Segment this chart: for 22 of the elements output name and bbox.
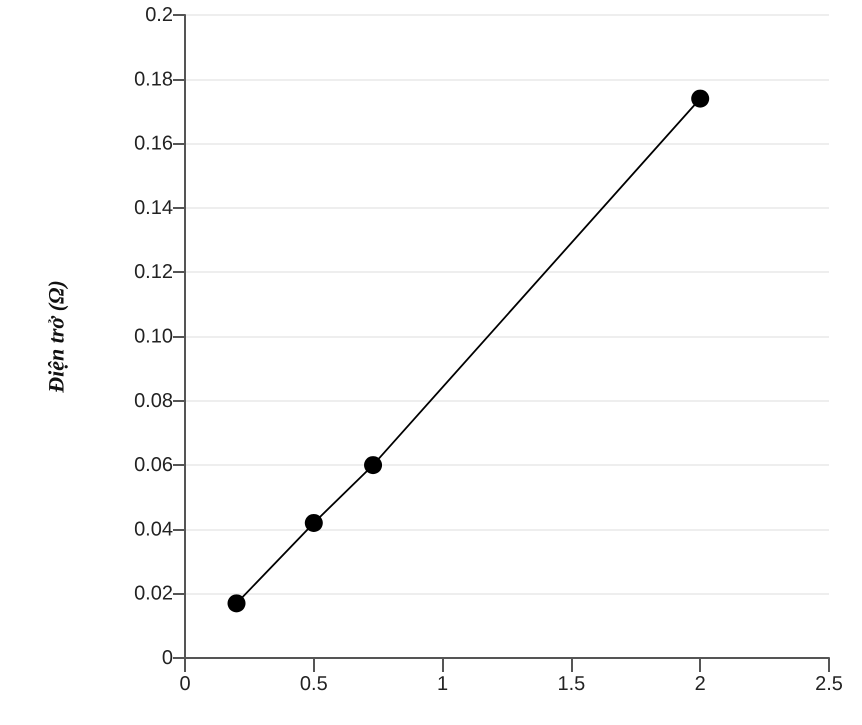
x-tick-label: 1.5 (557, 673, 586, 695)
y-tick-label: 0.04 (134, 518, 173, 540)
y-tick-label: 0.02 (134, 582, 173, 605)
y-tick-label: 0 (162, 647, 173, 669)
point (691, 90, 710, 108)
x-tick-label: 2 (694, 673, 706, 695)
y-tick-label: 0.06 (134, 454, 173, 476)
y-tick-label: 0.10 (134, 326, 173, 348)
x-tick-label: 0.5 (300, 673, 328, 695)
y-tick-label: 0.16 (134, 132, 173, 155)
y-tick-label: 0.08 (134, 390, 173, 412)
x-tick-label: 0 (179, 673, 191, 695)
point (228, 594, 246, 612)
point (364, 456, 382, 474)
point (304, 514, 323, 532)
y-axis-title: Điện trở (Ω) (44, 280, 68, 394)
y-tick-label: 0.18 (134, 68, 173, 90)
x-tick-label: 2.5 (815, 673, 843, 695)
y-tick-label: 0.14 (134, 196, 173, 219)
y-tick-label: 0.2 (145, 4, 173, 26)
y-tick-label: 0.12 (134, 261, 173, 284)
x-tick-label: 1 (437, 673, 448, 695)
